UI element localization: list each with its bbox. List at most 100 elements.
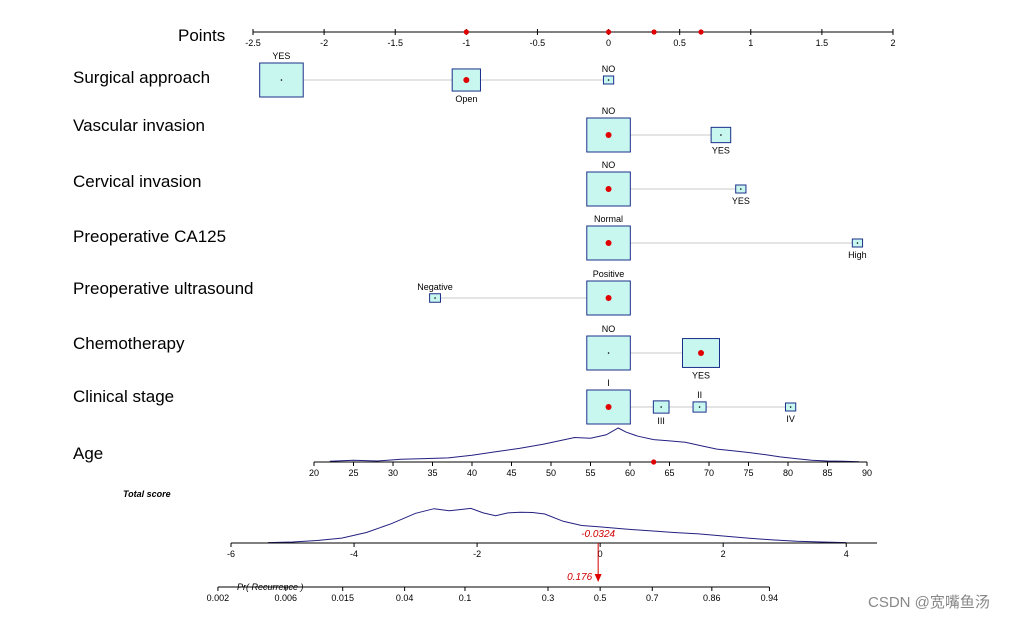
total-score-tick-label: -2 — [473, 549, 481, 559]
age-density-curve — [329, 427, 860, 463]
points-tick-label: -1 — [462, 38, 470, 48]
level-selected-dot — [605, 295, 612, 301]
probability-tick-label: 0.7 — [646, 593, 659, 603]
points-tick-label: -1.5 — [387, 38, 403, 48]
points-axis: Points -2.5 -2 -1.5 -1 -0.5 0 0.5 1 1.5 2 — [178, 26, 896, 48]
points-marker — [698, 29, 704, 35]
probability-axis: Pr( Recurrence )0.002 0.006 0.015 0.04 0.1 0.… — [207, 572, 779, 603]
probability-tick-label: 0.94 — [761, 593, 779, 603]
total-score-tick-label: -6 — [227, 549, 235, 559]
level-center-dot — [607, 79, 610, 81]
points-label: Points — [178, 26, 225, 45]
probability-tick-label: 0.002 — [207, 593, 230, 603]
age-tick-label: 25 — [348, 468, 358, 478]
level-center-dot — [720, 134, 722, 136]
age-tick-label: 50 — [546, 468, 556, 478]
age-label: Age — [73, 444, 103, 463]
level-label: NO — [602, 324, 616, 334]
level-center-dot — [740, 188, 742, 190]
age-tick-label: 20 — [309, 468, 319, 478]
level-label: YES — [712, 146, 730, 156]
points-marker — [605, 29, 612, 35]
age-selected-dot — [651, 459, 657, 465]
level-selected-dot — [605, 240, 612, 246]
probability-tick-label: 0.3 — [542, 593, 555, 603]
points-tick-label: -2 — [320, 38, 328, 48]
level-label: High — [848, 250, 867, 260]
variable-rows: Surgical approach YES Open NO Vascular invas… — [73, 51, 867, 426]
age-tick-label: 80 — [783, 468, 793, 478]
level-selected-dot — [605, 404, 612, 410]
age-tick-label: 60 — [625, 468, 635, 478]
level-label: Open — [455, 94, 477, 104]
age-tick-label: 65 — [664, 468, 674, 478]
level-selected-dot — [605, 132, 612, 138]
age-tick-label: 70 — [704, 468, 714, 478]
level-box-clinical-stage-i — [586, 389, 631, 425]
age-tick-label: 85 — [822, 468, 832, 478]
variable-label-preoperative-ultrasound: Preoperative ultrasound — [73, 279, 254, 298]
level-selected-dot — [698, 350, 704, 356]
level-label: I — [607, 378, 610, 388]
variable-label-chemotherapy: Chemotherapy — [73, 334, 185, 353]
level-label: YES — [692, 370, 710, 380]
probability-tick-label: 0.5 — [594, 593, 607, 603]
age-tick-label: 45 — [506, 468, 516, 478]
level-center-dot — [789, 406, 792, 408]
level-box-cervical-invasion-no — [586, 171, 631, 207]
total-score-tick-label: 4 — [844, 549, 849, 559]
probability-tick-label: 0.006 — [274, 593, 297, 603]
level-label: II — [697, 390, 702, 400]
level-selected-dot — [463, 77, 470, 83]
level-label: Positive — [593, 269, 625, 279]
points-tick-label: 2 — [890, 38, 895, 48]
age-tick-label: 30 — [388, 468, 398, 478]
level-center-dot — [698, 406, 701, 408]
age-tick-label: 90 — [862, 468, 872, 478]
level-center-dot — [660, 406, 662, 408]
points-marker — [651, 29, 657, 35]
probability-tick-label: 0.1 — [459, 593, 472, 603]
variable-label-vascular-invasion: Vascular invasion — [73, 116, 205, 135]
variable-label-preoperative-ca125: Preoperative CA125 — [73, 227, 226, 246]
total-score-density-curve — [267, 507, 847, 544]
age-tick-label: 35 — [427, 468, 437, 478]
probability-value-label: 0.176 — [567, 572, 592, 583]
total-score-tick-label: 0 — [598, 549, 603, 559]
total-score-value-label: -0.0324 — [581, 529, 615, 540]
variable-label-clinical-stage: Clinical stage — [73, 387, 174, 406]
total-score-tick-label: 2 — [721, 549, 726, 559]
points-tick-label: -2.5 — [245, 38, 261, 48]
age-axis: Age 20 25 30 35 40 45 50 55 60 65 70 75 80 85 90 — [73, 427, 872, 478]
level-label: Negative — [417, 282, 453, 292]
probability-tick-label: 0.86 — [703, 593, 721, 603]
level-label: IV — [786, 414, 795, 424]
level-center-dot — [280, 79, 283, 81]
level-label: NO — [602, 64, 616, 74]
points-tick-label: -0.5 — [530, 38, 546, 48]
points-tick-label: 0 — [606, 38, 611, 48]
level-label: YES — [272, 51, 290, 61]
points-tick-label: 1.5 — [816, 38, 829, 48]
points-tick-label: 1 — [748, 38, 753, 48]
age-tick-label: 55 — [585, 468, 595, 478]
level-center-dot — [434, 297, 436, 299]
age-tick-label: 40 — [467, 468, 477, 478]
level-label: NO — [602, 160, 616, 170]
total-score-tick-label: -4 — [350, 549, 358, 559]
total-score-axis: Total score -6 -4 -2 0 2 4 -0.0324 — [123, 489, 877, 582]
level-label: III — [657, 416, 665, 426]
points-tick-label: 0.5 — [673, 38, 686, 48]
level-selected-dot — [605, 186, 612, 192]
level-label: Normal — [594, 214, 623, 224]
age-tick-label: 75 — [743, 468, 753, 478]
total-score-pointer-arrow — [594, 574, 602, 582]
level-label: NO — [602, 106, 616, 116]
variable-label-surgical-approach: Surgical approach — [73, 68, 210, 87]
level-center-dot — [607, 352, 610, 354]
level-label: YES — [732, 196, 750, 206]
probability-tick-label: 0.04 — [396, 593, 414, 603]
points-marker — [463, 29, 469, 35]
watermark: CSDN @宽嘴鱼汤 — [868, 593, 990, 611]
